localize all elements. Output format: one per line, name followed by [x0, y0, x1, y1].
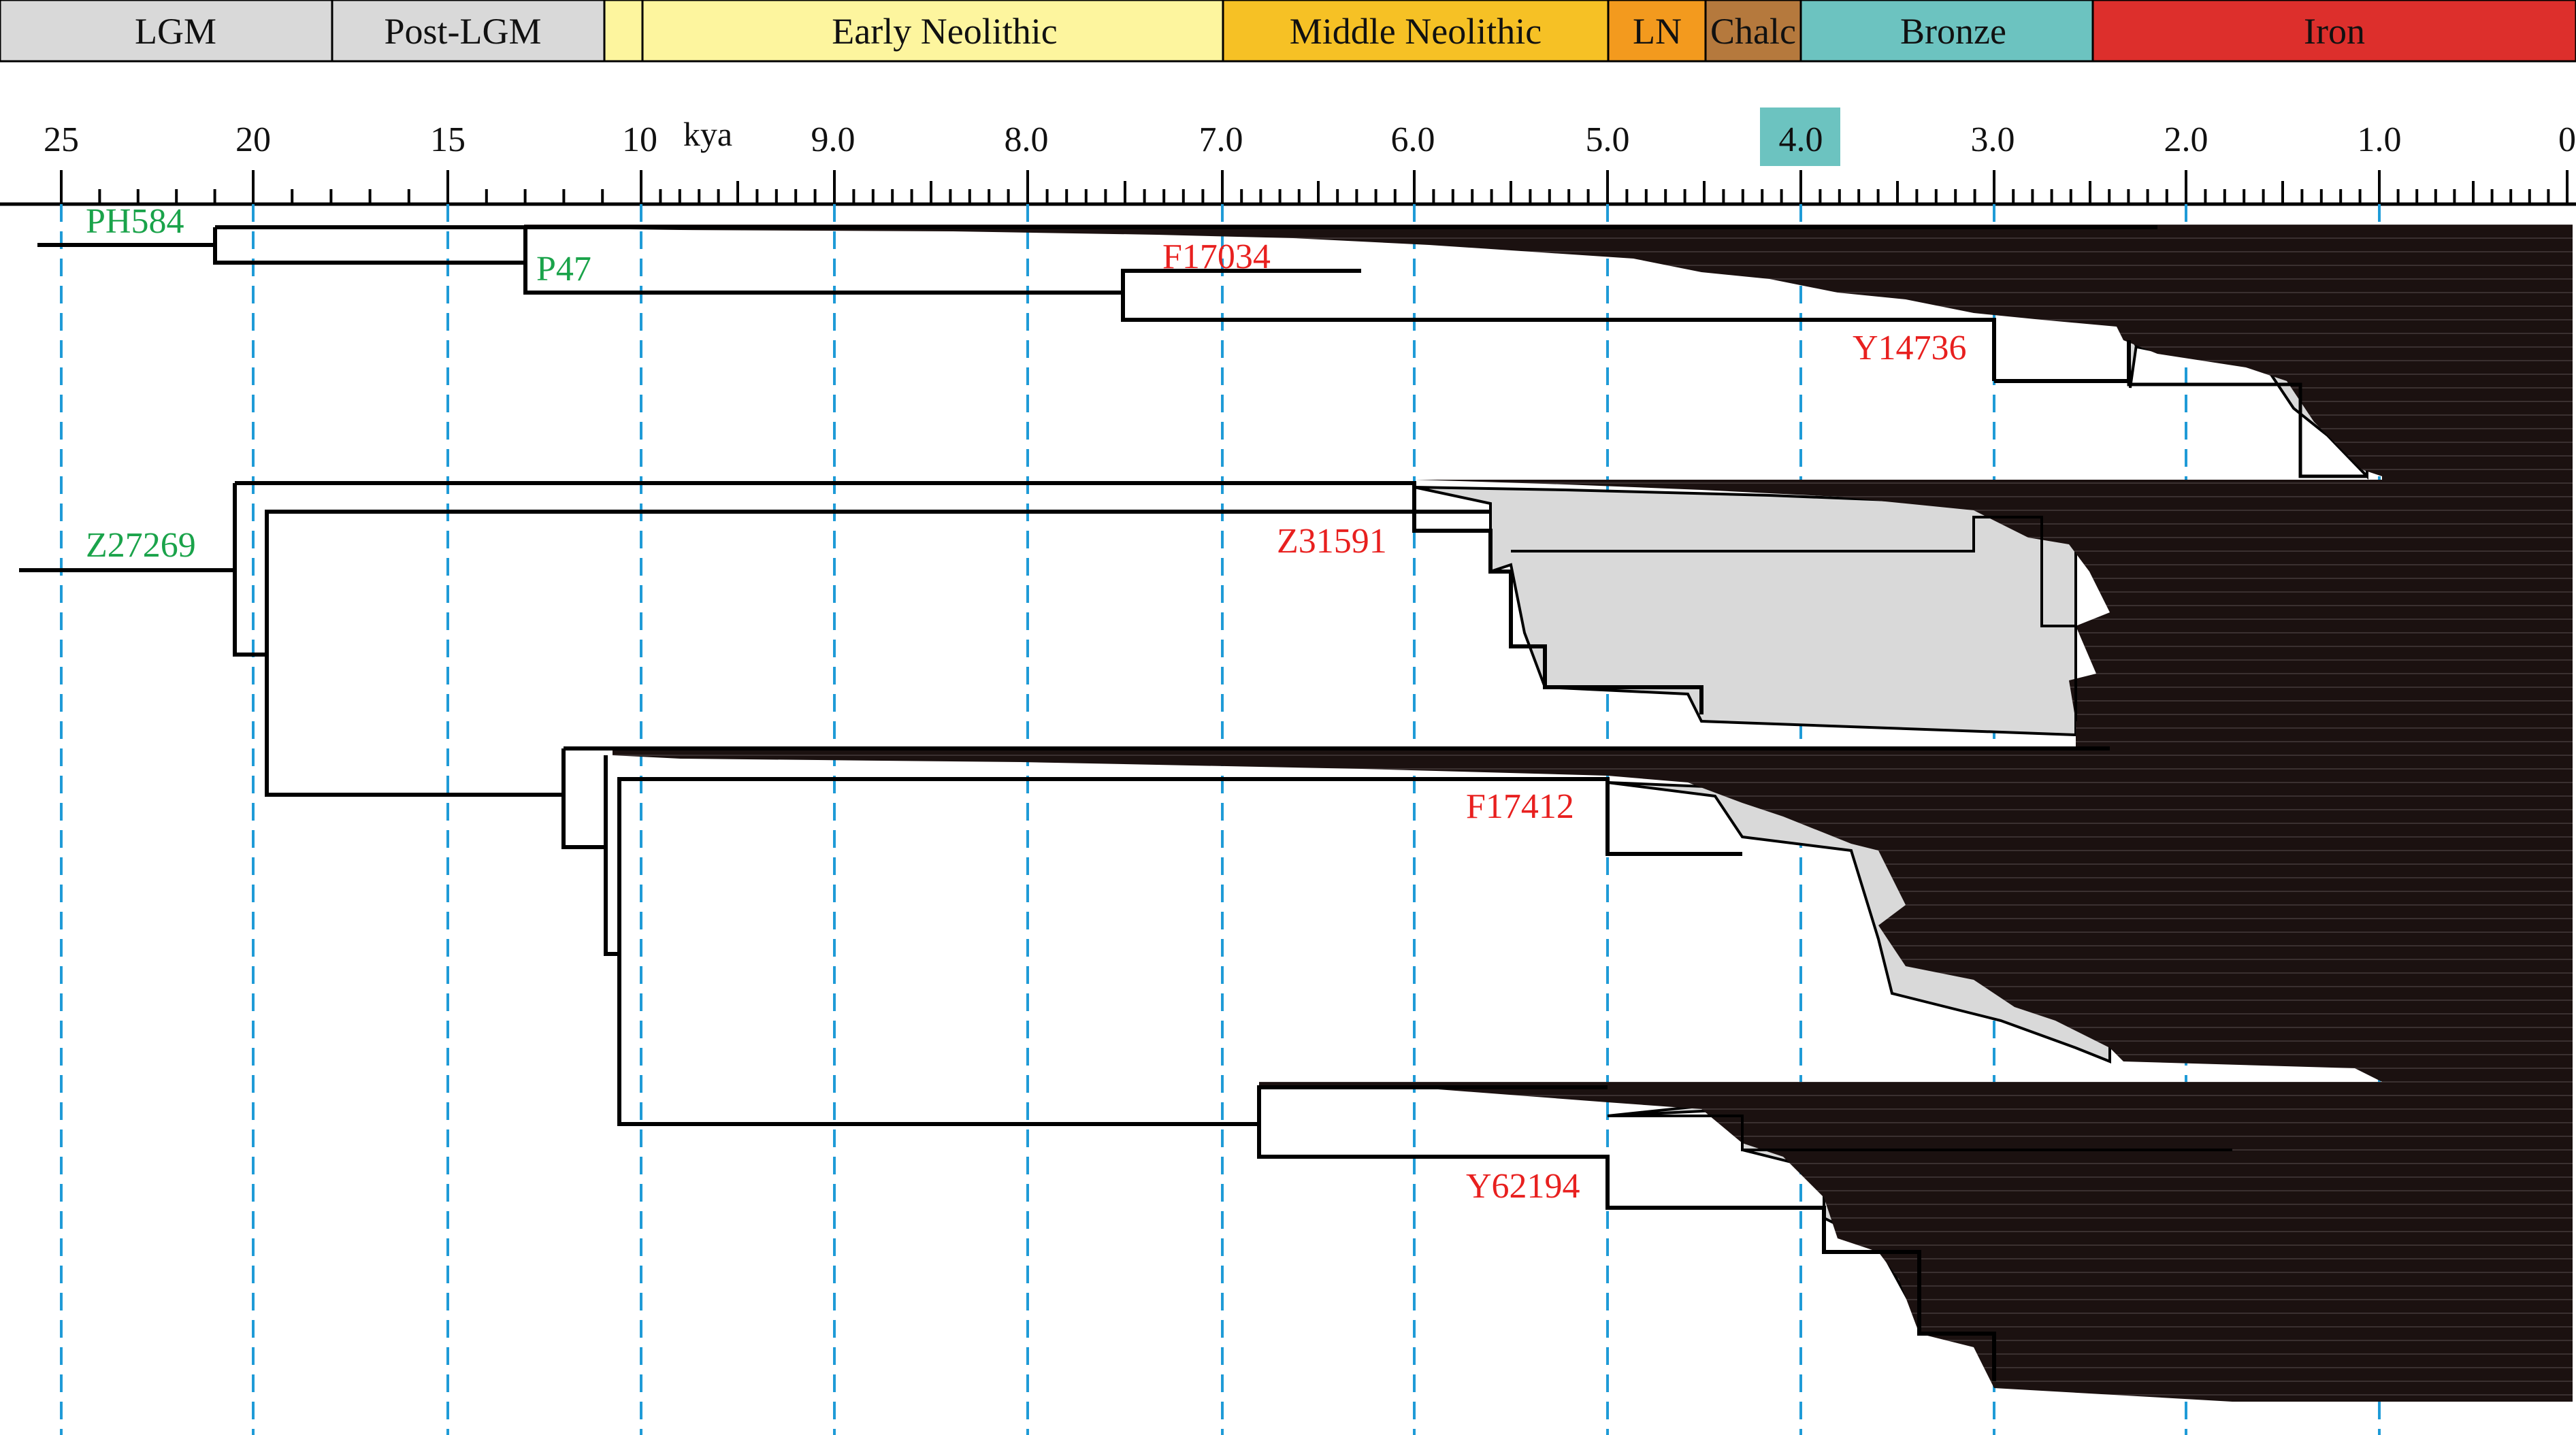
- branch-y62194-parent: [617, 954, 1608, 1126]
- period-label-post-lgm: Post-LGM: [384, 11, 541, 52]
- node-labels: PH584 P47 F17034 Y14736 Z27269 Z31591 F1…: [86, 202, 1967, 1206]
- tick-label-5: 5.0: [1586, 120, 1630, 159]
- period-label-lgm: LGM: [135, 11, 216, 52]
- label-f17034: F17034: [1162, 237, 1271, 276]
- label-z27269: Z27269: [86, 526, 196, 565]
- tick-label-7: 7.0: [1199, 120, 1243, 159]
- tick-label-9: 9.0: [811, 120, 855, 159]
- time-axis: 25 20 15 10 kya 9.0 8.0 7.0 6.0 5.0 4.0 …: [0, 108, 2576, 206]
- tick-label-0: 0: [2558, 120, 2576, 159]
- branch-y62194-lower: [1257, 1124, 1996, 1381]
- clade-ph584: [37, 225, 2573, 1402]
- tick-label-1: 1.0: [2358, 120, 2402, 159]
- minor-ticks: [60, 170, 2569, 204]
- period-label-chalc: Chalc: [1710, 11, 1796, 52]
- clade-f17412-comb: [613, 748, 2573, 1089]
- branch-f17412-node: [604, 777, 1742, 956]
- tick-label-8: 8.0: [1005, 120, 1049, 159]
- label-p47: P47: [536, 250, 591, 288]
- tick-label-2: 2.0: [2164, 120, 2208, 159]
- period-bronze: [1799, 0, 2094, 63]
- label-z31591: Z31591: [1277, 522, 1387, 561]
- period-label-bronze: Bronze: [1900, 11, 2006, 52]
- period-label-ln: LN: [1633, 11, 1682, 52]
- period-gap: [603, 0, 644, 63]
- period-label-early-neolithic: Early Neolithic: [832, 11, 1057, 52]
- branch-z31591-inner: [1511, 516, 2077, 721]
- tick-label-6: 6.0: [1391, 120, 1435, 159]
- highlight-tick-box: [1760, 108, 1840, 166]
- period-bar: LGM Post-LGM Early Neolithic Middle Neol…: [0, 0, 2576, 63]
- branch-z31591: [235, 481, 1703, 714]
- label-f17412: F17412: [1466, 787, 1574, 826]
- tick-label-25: 25: [44, 120, 79, 159]
- tick-label-15: 15: [430, 120, 466, 159]
- branch-f17412-split: [561, 755, 608, 849]
- clade-z31591-shading: [1414, 486, 2077, 737]
- label-ph584: PH584: [86, 202, 184, 241]
- period-label-middle-neolithic: Middle Neolithic: [1290, 11, 1542, 52]
- tick-label-4: 4.0: [1779, 120, 1823, 159]
- branch-y14736-sub: [2127, 381, 2367, 478]
- clade-y62194-comb: [1259, 1082, 2573, 1402]
- clade-f17412: [19, 483, 2573, 1089]
- branch-f17034: [1121, 293, 1996, 381]
- clade-z31591-comb: [1416, 480, 2573, 762]
- period-middle-neolithic: [1222, 0, 1610, 63]
- label-y62194: Y62194: [1466, 1167, 1580, 1206]
- branch-ph584-split: [213, 227, 525, 265]
- axis-unit-label: kya: [683, 115, 732, 153]
- branch-z27269-down: [265, 655, 566, 797]
- clade-z31591: [235, 480, 2573, 762]
- period-iron: [2091, 0, 2576, 63]
- tick-label-10: 10: [622, 120, 657, 159]
- branch-y14736: [1994, 340, 2131, 383]
- label-y14736: Y14736: [1853, 329, 1967, 367]
- branch-y62194-inner: [1608, 1115, 2232, 1151]
- tick-label-20: 20: [235, 120, 271, 159]
- clade-ph584-comb: [524, 225, 2573, 1402]
- period-post-lgm: [331, 0, 606, 63]
- clade-y62194: [617, 954, 2573, 1402]
- period-label-iron: Iron: [2304, 11, 2365, 52]
- period-ln: [1607, 0, 1707, 63]
- tick-label-3: 3.0: [1971, 120, 2015, 159]
